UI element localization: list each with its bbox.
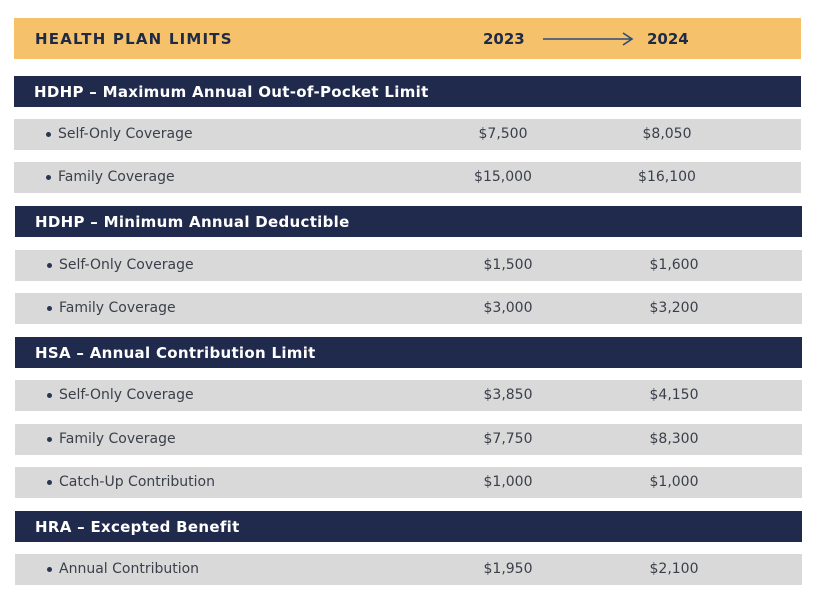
row-label: Family Coverage [59,300,176,316]
value-2024: $16,100 [638,169,696,185]
year-2023-heading: 2023 [483,30,525,48]
section-title: HRA – Excepted Benefit [35,518,240,536]
row-label: Family Coverage [59,431,176,447]
bullet-icon [47,306,52,311]
table-header: HEALTH PLAN LIMITS 2023 2024 [14,18,801,59]
bullet-icon [46,175,51,180]
row-label: Annual Contribution [59,561,200,577]
value-2024: $8,050 [642,126,692,142]
bullet-icon [47,437,52,442]
section-hdhp-out-of-pocket: HDHP – Maximum Annual Out-of-Pocket Limi… [14,76,801,107]
table-row: Family Coverage $3,000 $3,200 [15,293,802,324]
value-2023: $1,950 [483,561,533,577]
bullet-icon [46,132,51,137]
year-2024-heading: 2024 [647,30,689,48]
right-arrow-icon [543,32,634,46]
value-2024: $4,150 [649,387,699,403]
value-2023: $1,500 [483,257,533,273]
row-label: Self-Only Coverage [58,126,193,142]
value-2024: $1,000 [649,474,699,490]
bullet-icon [47,263,52,268]
value-2023: $1,000 [483,474,533,490]
value-2024: $8,300 [649,431,699,447]
value-2023: $3,000 [483,300,533,316]
row-label: Catch-Up Contribution [59,474,215,490]
row-label: Self-Only Coverage [59,257,194,273]
value-2023: $7,500 [478,126,528,142]
value-2024: $1,600 [649,257,699,273]
bullet-icon [47,480,52,485]
table-row: Annual Contribution $1,950 $2,100 [15,554,802,585]
table-row: Self-Only Coverage $1,500 $1,600 [15,250,802,281]
value-2023: $7,750 [483,431,533,447]
value-2023: $15,000 [474,169,532,185]
value-2023: $3,850 [483,387,533,403]
table-row: Catch-Up Contribution $1,000 $1,000 [15,467,802,498]
section-hdhp-deductible: HDHP – Minimum Annual Deductible [15,206,802,237]
section-title: HDHP – Maximum Annual Out-of-Pocket Limi… [34,83,429,101]
value-2024: $3,200 [649,300,699,316]
row-label: Self-Only Coverage [59,387,194,403]
section-hra-excepted-benefit: HRA – Excepted Benefit [15,511,802,542]
row-label: Family Coverage [58,169,175,185]
table-row: Self-Only Coverage $7,500 $8,050 [14,119,801,150]
table-row: Family Coverage $15,000 $16,100 [14,162,801,193]
section-title: HDHP – Minimum Annual Deductible [35,213,350,231]
section-hsa-contribution: HSA – Annual Contribution Limit [15,337,802,368]
bullet-icon [47,567,52,572]
bullet-icon [47,393,52,398]
table-row: Family Coverage $7,750 $8,300 [15,424,802,455]
section-title: HSA – Annual Contribution Limit [35,344,316,362]
page-title: HEALTH PLAN LIMITS [35,30,233,48]
value-2024: $2,100 [649,561,699,577]
table-row: Self-Only Coverage $3,850 $4,150 [15,380,802,411]
